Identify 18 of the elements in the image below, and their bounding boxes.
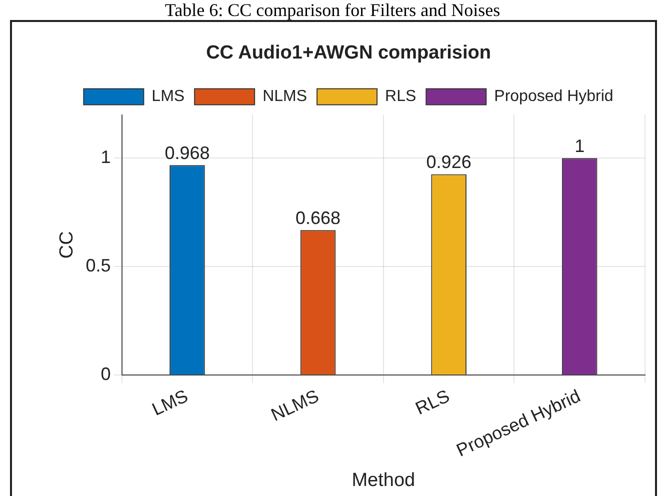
x-tick-label: NLMS [268,386,322,426]
legend-label: LMS [152,88,185,106]
caption: Table 6: CC comparison for Filters and Noises [164,0,502,20]
x-tick-label: LMS [149,386,192,420]
x-tick-label: RLS [412,386,453,419]
y-tick-label: 1 [100,147,111,168]
y-axis-title: CC [56,231,78,259]
data-label: 0.926 [426,152,472,172]
data-label: 0.968 [164,143,210,164]
y-tick-label: 0 [100,364,111,384]
data-label: 1 [574,136,585,156]
legend-label: Proposed Hybrid [494,88,614,106]
x-axis-title: Method [352,470,416,491]
y-tick-label: 0.5 [86,256,111,276]
chart-title: CC Audio1+AWGN comparision [206,42,491,64]
legend-label: NLMS [262,88,308,106]
legend-label: RLS [385,88,416,106]
data-label: 0.668 [295,208,341,228]
